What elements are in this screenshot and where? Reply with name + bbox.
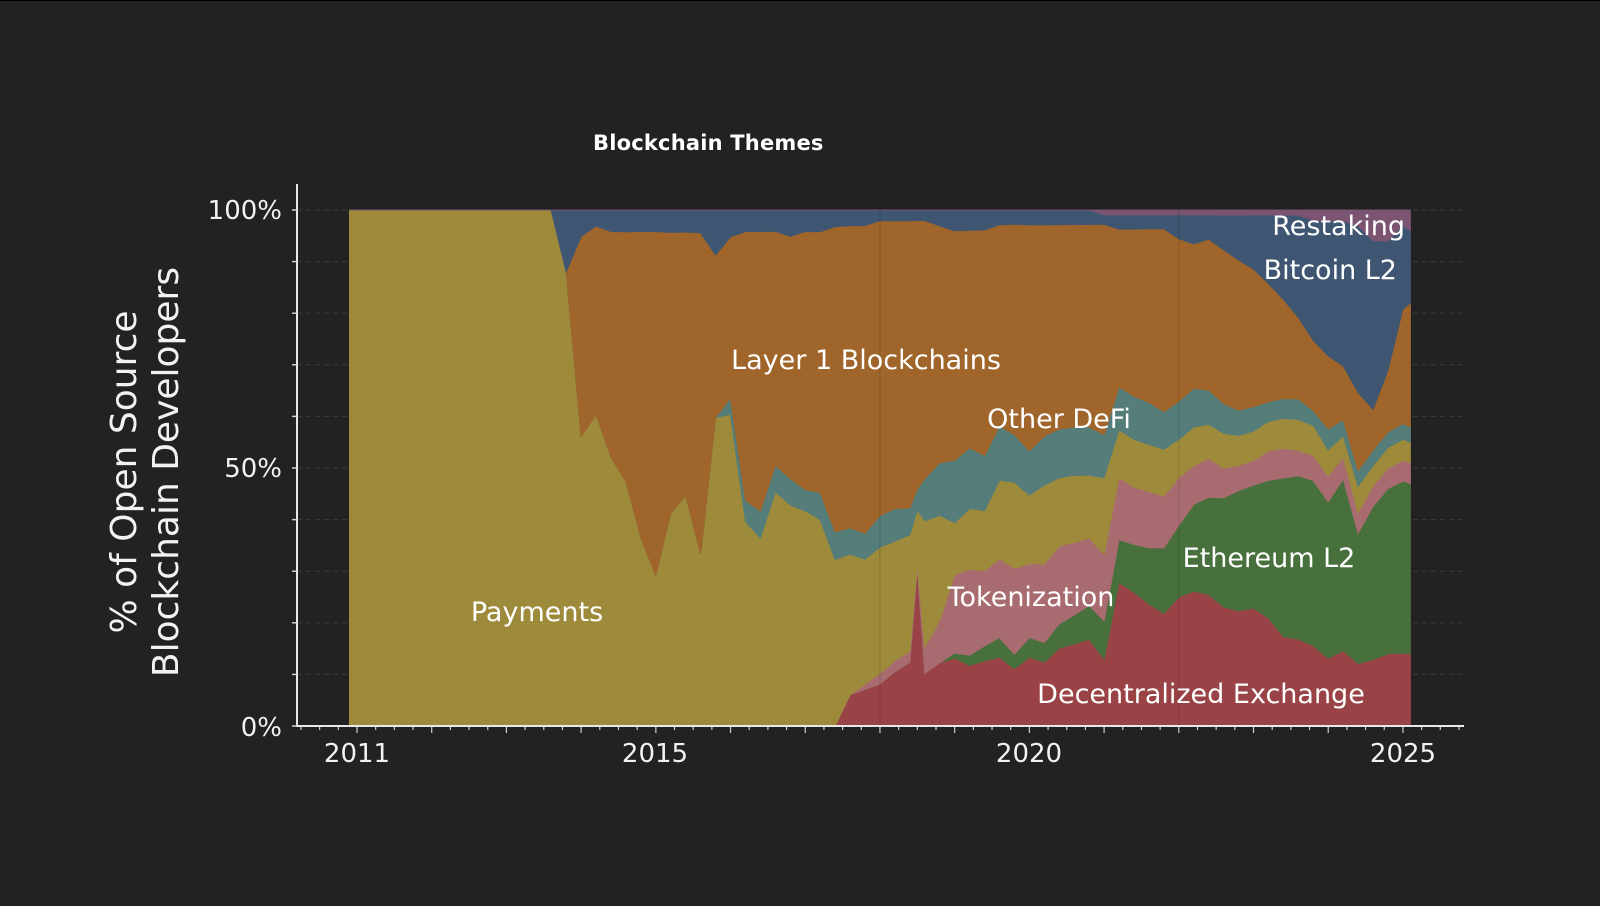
y-tick-label-100: 100% bbox=[208, 196, 282, 226]
x-tick-label-2020: 2020 bbox=[996, 739, 1062, 769]
x-tick-label-2011: 2011 bbox=[324, 739, 390, 769]
label-payments: Payments bbox=[471, 597, 603, 628]
label-layer1-blockchains: Layer 1 Blockchains bbox=[731, 345, 1001, 376]
label-decentralized-exchange: Decentralized Exchange bbox=[1037, 679, 1365, 710]
y-tick-label-0: 0% bbox=[241, 713, 282, 743]
axis-ticks bbox=[292, 209, 1460, 733]
label-bitcoin-l2: Bitcoin L2 bbox=[1264, 255, 1397, 286]
y-tick-label-50: 50% bbox=[224, 454, 282, 484]
label-tokenization: Tokenization bbox=[947, 582, 1115, 613]
axes bbox=[296, 184, 1464, 727]
y-axis-title-line2: Blockchain Developers bbox=[146, 267, 187, 677]
chart-title: Blockchain Themes bbox=[593, 131, 824, 155]
stacked-areas bbox=[349, 209, 1411, 727]
label-restaking: Restaking bbox=[1272, 211, 1405, 242]
label-other-defi: Other DeFi bbox=[987, 404, 1131, 435]
area-restaking bbox=[349, 209, 1411, 242]
label-ethereum-l2: Ethereum L2 bbox=[1183, 543, 1356, 574]
x-tick-label-2025: 2025 bbox=[1370, 739, 1436, 769]
y-axis-title-line1: % of Open Source bbox=[104, 310, 145, 633]
x-tick-label-2015: 2015 bbox=[622, 739, 688, 769]
